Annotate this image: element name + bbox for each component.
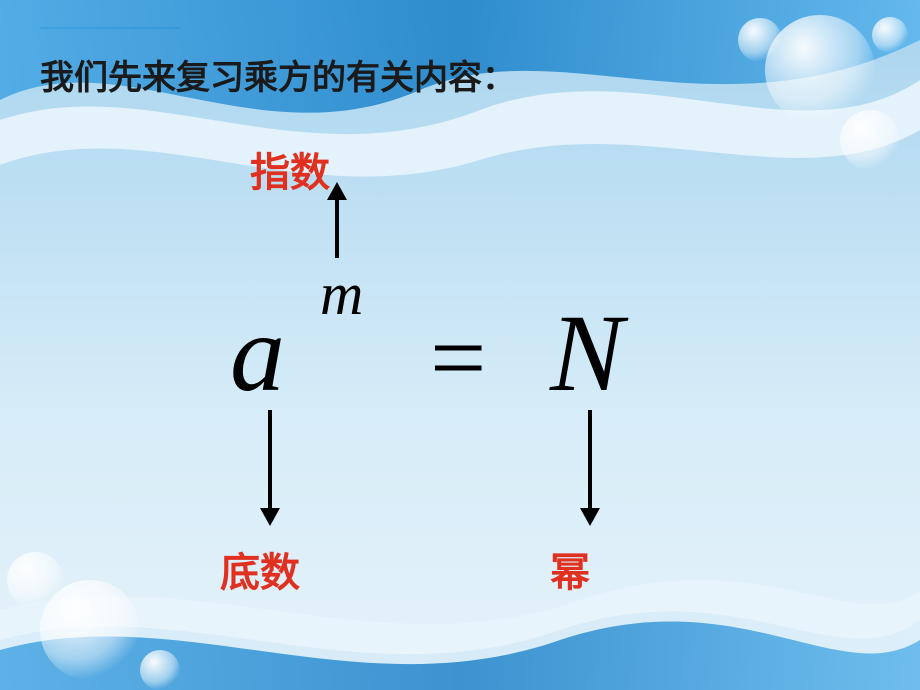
arrow-base [268, 410, 272, 510]
arrow-power [588, 410, 592, 510]
label-base: 底数 [220, 540, 300, 598]
slide-title: 我们先来复习乘方的有关内容： [40, 50, 516, 99]
formula-base: a [230, 290, 285, 417]
formula-equals: = [430, 300, 486, 415]
slide: 我们先来复习乘方的有关内容： a m = N 指数 底数 幂 [0, 0, 920, 690]
label-exponent: 指数 [250, 140, 330, 198]
formula-exponent: m [320, 260, 363, 329]
formula-power: N [550, 290, 623, 417]
label-power: 幂 [550, 540, 590, 598]
arrow-exponent [335, 198, 339, 258]
